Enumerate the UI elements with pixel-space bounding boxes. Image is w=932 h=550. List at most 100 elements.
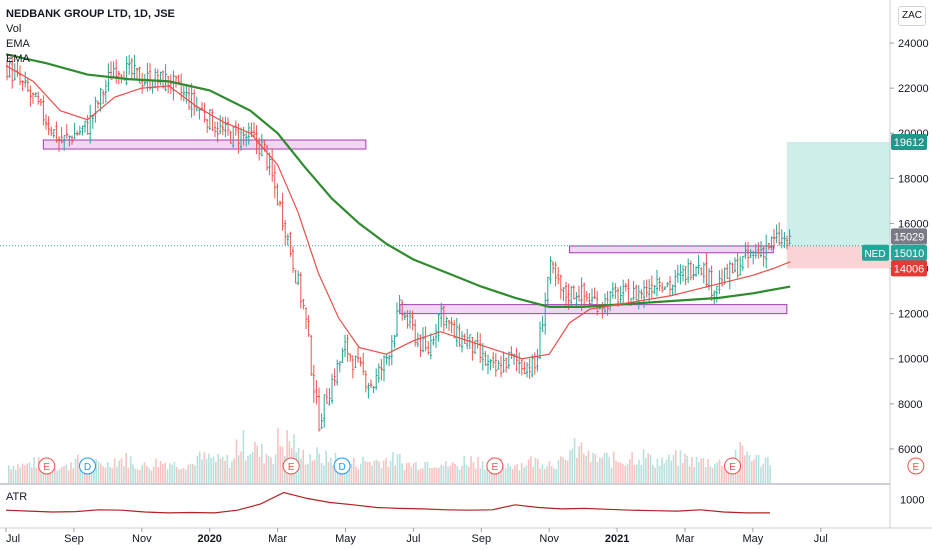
x-tick-label: Mar	[676, 533, 695, 545]
volume-bar	[665, 459, 668, 483]
volume-bar	[120, 458, 123, 483]
volume-bar	[700, 458, 702, 483]
y-tick-label: 16000	[898, 218, 929, 230]
volume-bar	[550, 466, 553, 483]
volume-bar	[378, 461, 380, 483]
volume-bar	[79, 462, 81, 483]
volume-bar	[711, 468, 714, 483]
volume-bar	[44, 467, 47, 483]
x-tick-label: Nov	[132, 533, 152, 545]
volume-bar	[258, 457, 261, 483]
y-tick-label: 24000	[898, 38, 929, 50]
study-ema-2[interactable]: EMA	[6, 53, 30, 65]
volume-bar	[470, 456, 472, 483]
study-ema-1[interactable]: EMA	[6, 38, 30, 50]
volume-bar	[129, 456, 132, 483]
volume-bar	[576, 458, 578, 483]
volume-bar	[21, 463, 24, 483]
volume-bar	[658, 465, 661, 483]
volume-bar	[244, 460, 247, 483]
volume-bar	[327, 461, 330, 483]
volume-bar	[302, 449, 304, 483]
x-tick-label: 2021	[605, 533, 629, 545]
volume-bar	[26, 463, 28, 483]
volume-bar	[583, 453, 585, 483]
volume-bar	[580, 442, 583, 483]
volume-bar	[109, 467, 111, 483]
volume-bar	[428, 468, 431, 483]
volume-bar	[405, 462, 408, 483]
time-axis[interactable]: Jul Sep Nov 2020 Mar May Jul Sep Nov 2021 Mar May Ju…	[5, 528, 828, 545]
volume-bar	[362, 456, 364, 483]
volume-bar	[516, 464, 518, 483]
volume-bar	[8, 465, 10, 483]
volume-bar	[33, 457, 35, 483]
volume-bar	[612, 451, 615, 483]
volume-bar	[702, 458, 705, 483]
volume-bar	[520, 462, 523, 483]
volume-bar	[208, 453, 210, 483]
event-marker-label: E	[43, 462, 50, 473]
volume-bar	[371, 465, 373, 483]
volume-bar	[718, 459, 721, 483]
volume-bar	[221, 457, 224, 483]
atr-line	[5, 491, 770, 514]
volume-bar	[228, 468, 231, 483]
volume-bar	[173, 461, 176, 483]
volume-bar	[136, 469, 139, 483]
volume-bar	[442, 465, 445, 483]
volume-bar	[267, 455, 270, 483]
volume-bar	[265, 453, 268, 483]
volume-bar	[502, 464, 505, 483]
volume-bar	[90, 467, 93, 483]
currency-badge[interactable]: ZAC	[898, 6, 926, 26]
volume-bar	[709, 465, 712, 483]
volume-bar	[180, 469, 183, 483]
volume-bar	[525, 465, 528, 483]
volume-bar	[507, 463, 509, 483]
volume-bar	[456, 465, 459, 483]
volume-bar	[376, 460, 378, 483]
volume-bar	[599, 457, 601, 483]
volume-bar	[95, 459, 97, 483]
price-label-value: 15029	[894, 231, 925, 243]
study-volume[interactable]: Vol	[6, 23, 22, 35]
volume-bar	[212, 456, 215, 483]
volume-bar	[403, 470, 406, 483]
volume-bar	[77, 454, 79, 483]
volume-bar	[647, 453, 649, 483]
volume-bar	[307, 463, 309, 483]
volume-bar	[72, 468, 74, 483]
volume-bar	[767, 456, 769, 483]
volume-bar	[642, 449, 645, 483]
volume-bar	[477, 456, 479, 483]
volume-bar	[178, 469, 180, 483]
volume-bar	[608, 456, 610, 483]
volume-bar	[663, 463, 666, 483]
volume-bar	[603, 453, 606, 483]
volume-bar	[373, 460, 376, 483]
volume-bar	[463, 455, 465, 483]
volume-bar	[592, 452, 594, 483]
chart-title[interactable]: NEDBANK GROUP LTD, 1D, JSE	[6, 8, 175, 20]
volume-bar	[585, 455, 587, 483]
volume-bar	[741, 445, 744, 483]
volume-bar	[750, 461, 753, 483]
volume-bar	[486, 464, 488, 483]
volume-bar	[527, 459, 530, 483]
volume-bar	[461, 466, 463, 483]
volume-bar	[479, 468, 482, 483]
volume-bar	[51, 470, 54, 483]
volume-bar	[725, 464, 728, 483]
volume-bar	[166, 469, 169, 483]
volume-bar	[17, 464, 19, 483]
volume-bar	[399, 454, 401, 483]
price-label-box	[891, 228, 927, 245]
y-tick-label: 8000	[898, 399, 922, 411]
volume-bar	[652, 464, 654, 483]
volume-bar	[530, 456, 532, 483]
y-tick-label: 22000	[898, 83, 929, 95]
volume-bar	[679, 450, 682, 483]
